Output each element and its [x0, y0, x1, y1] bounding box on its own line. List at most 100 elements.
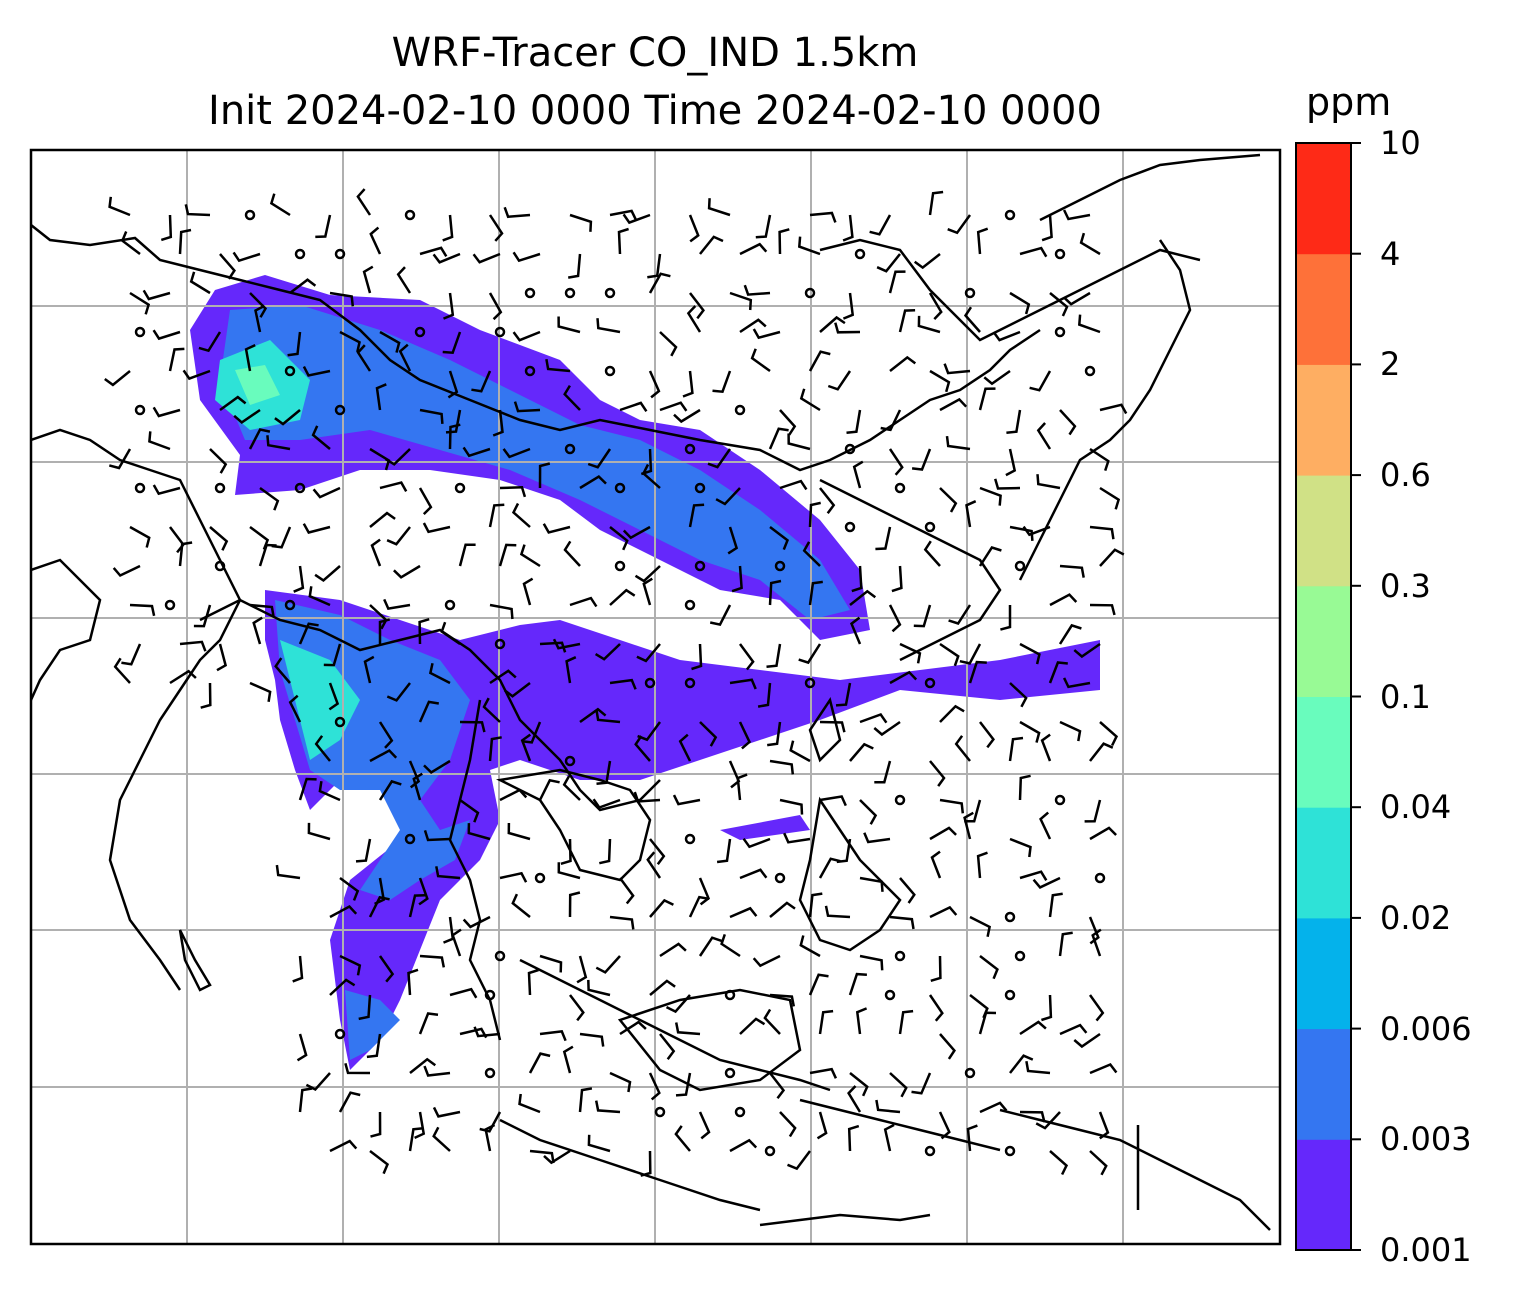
wind-barb — [148, 431, 171, 451]
wind-barb — [358, 994, 372, 1021]
wind-barb — [738, 643, 755, 671]
wind-barb — [567, 253, 582, 279]
wind-barb — [419, 246, 448, 258]
wind-barb — [503, 682, 531, 698]
chart-title: WRF-Tracer CO_IND 1.5km — [391, 30, 919, 76]
calm-circle — [684, 677, 696, 689]
wind-barb — [847, 1124, 860, 1152]
wind-barb — [462, 915, 491, 929]
wind-barb — [994, 478, 1021, 490]
wind-barb — [462, 446, 491, 458]
wind-barb — [311, 425, 331, 450]
wind-barb — [529, 1149, 555, 1164]
wind-barb — [799, 935, 821, 958]
wind-barb — [302, 366, 331, 377]
wind-barb — [216, 643, 228, 672]
wind-barb — [752, 954, 781, 968]
wind-barb — [1041, 214, 1053, 242]
wind-barb — [539, 954, 563, 973]
wind-barb — [880, 409, 902, 432]
wind-barb — [447, 370, 459, 399]
wind-barb — [492, 409, 504, 437]
wind-barb — [338, 1091, 361, 1113]
colorbar-tick-label: 0.6 — [1380, 456, 1431, 495]
wind-barb — [594, 643, 621, 661]
wind-barb — [842, 292, 855, 320]
wind-barb — [729, 291, 753, 311]
wind-barb — [1089, 826, 1117, 841]
wind-barb — [976, 851, 988, 879]
wind-barb — [1008, 736, 1024, 762]
wind-barb — [712, 370, 732, 394]
wind-barb — [248, 428, 271, 450]
wind-barb — [329, 978, 356, 996]
wind-barb — [769, 993, 796, 1007]
colorbar-swatch — [1296, 143, 1351, 255]
colorbar-swatch — [1296, 696, 1351, 808]
wind-barb — [1040, 733, 1052, 762]
calm-wind-circles — [134, 209, 1106, 1157]
wind-barb — [633, 791, 661, 803]
wind-barb — [808, 892, 823, 918]
wind-barb — [720, 934, 741, 958]
wind-barb — [954, 735, 971, 762]
wind-barb — [939, 397, 968, 412]
colorbar-swatch — [1296, 917, 1351, 1030]
wind-barb — [648, 272, 671, 294]
wind-barb — [503, 206, 531, 219]
wind-barb — [641, 463, 661, 489]
colorbar-tick-label: 0.006 — [1380, 1009, 1472, 1048]
wind-barb — [219, 395, 247, 412]
wind-barb — [727, 526, 739, 555]
wind-barb — [966, 1124, 978, 1152]
wind-barb — [648, 1072, 661, 1101]
wind-barb — [1049, 1150, 1069, 1176]
wind-barb — [329, 1139, 358, 1153]
wind-barb — [888, 604, 902, 633]
wind-barb — [569, 994, 585, 1022]
wind-barb — [471, 370, 492, 393]
wind-barb — [1099, 548, 1125, 567]
wind-barb — [768, 579, 782, 606]
wind-barb — [592, 798, 621, 810]
wind-barb — [269, 193, 291, 217]
wind-barb — [799, 388, 821, 412]
calm-circle — [214, 560, 226, 572]
wind-barb — [1019, 720, 1041, 743]
wind-barb — [1041, 994, 1053, 1022]
wind-barbs — [104, 188, 1128, 1177]
wind-barb — [451, 928, 462, 957]
wind-barb — [930, 955, 942, 982]
wind-barb — [379, 481, 408, 493]
wind-barb — [798, 643, 822, 665]
wind-barb — [538, 778, 560, 801]
wind-barb — [369, 226, 382, 255]
wind-barb — [779, 1111, 797, 1138]
wind-barb — [1009, 837, 1032, 858]
wind-barb — [682, 370, 694, 398]
wind-barb — [729, 678, 757, 690]
calm-circle — [1004, 911, 1016, 923]
wind-barb — [458, 543, 476, 567]
wind-barb — [659, 1033, 676, 1061]
wind-barb — [314, 565, 341, 582]
wind-barb — [859, 712, 888, 724]
wind-barb — [769, 759, 795, 775]
wind-barb — [778, 228, 790, 255]
wind-barb — [408, 760, 421, 789]
wind-barb — [595, 955, 621, 974]
calm-circle — [454, 482, 466, 494]
wind-barb — [370, 538, 382, 567]
wind-barb — [827, 370, 852, 391]
wind-barb — [978, 546, 1002, 567]
wind-barb — [511, 893, 531, 918]
wind-barb — [939, 1033, 956, 1060]
calm-circle — [1014, 560, 1026, 572]
colorbar-swatch — [1296, 253, 1351, 365]
wind-barb — [609, 526, 629, 551]
wind-barb — [617, 227, 629, 255]
wind-barb — [369, 748, 398, 763]
calm-circle — [924, 521, 936, 533]
wind-barb — [414, 1111, 426, 1140]
calm-circle — [1004, 989, 1016, 1001]
